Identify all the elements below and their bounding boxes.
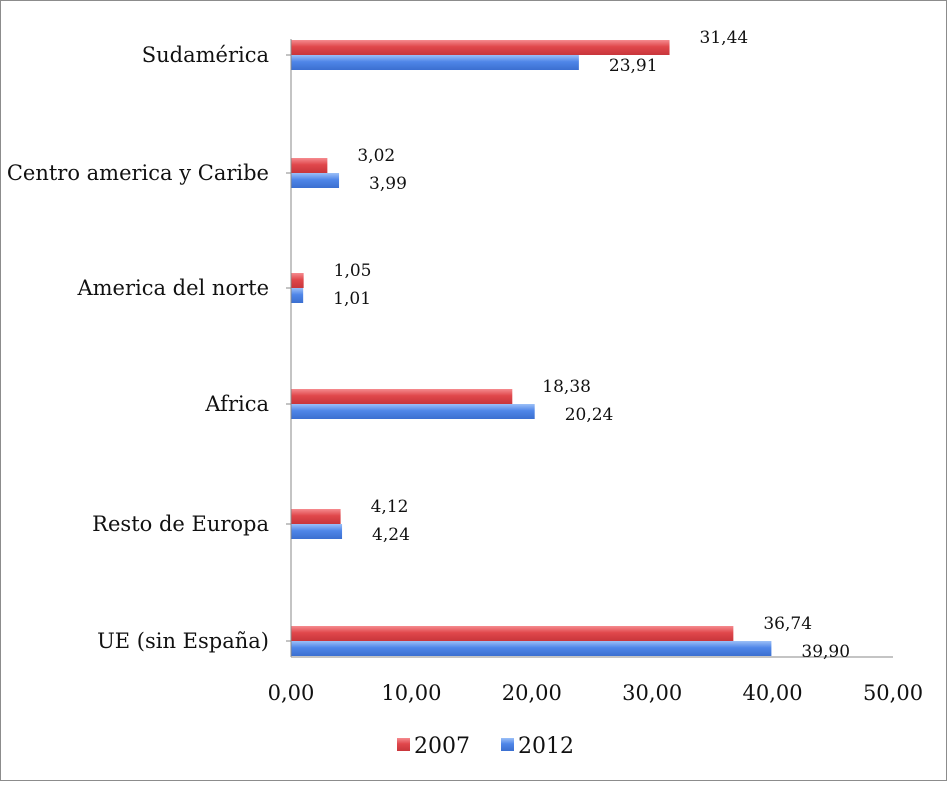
x-tick-label-5: 50,00	[863, 681, 923, 705]
category-label-1: Resto de Europa	[92, 512, 269, 536]
bar-2007-1	[291, 509, 341, 524]
bar-2007-0	[291, 626, 734, 641]
data-label-2007-0: 36,74	[763, 614, 812, 634]
data-label-2007-2: 18,38	[542, 377, 591, 397]
data-label-2012-4: 3,99	[369, 174, 407, 194]
category-label-3: America del norte	[76, 276, 269, 300]
x-tick-label-4: 40,00	[743, 681, 803, 705]
category-label-0: UE (sin España)	[97, 629, 269, 653]
bar-2007-2	[291, 389, 513, 404]
bar-2012-2	[291, 404, 535, 419]
data-label-2007-5: 31,44	[700, 28, 749, 48]
bar-2007-3	[291, 273, 304, 288]
bar-2012-3	[291, 288, 304, 303]
bar-2012-5	[291, 55, 579, 70]
data-label-2007-3: 1,05	[334, 261, 372, 281]
category-label-4: Centro america y Caribe	[7, 161, 269, 185]
labels-layer: 36,74 39,90 UE (sin España) 4,12 4,24 Resto d…	[7, 28, 923, 705]
data-label-2012-1: 4,24	[372, 525, 410, 545]
bar-2012-0	[291, 641, 772, 656]
axes-layer	[286, 39, 893, 658]
legend-swatch-2007	[397, 738, 410, 751]
data-label-2007-1: 4,12	[371, 497, 409, 517]
bar-2007-5	[291, 40, 670, 55]
data-label-2012-5: 23,91	[609, 56, 658, 76]
data-label-2012-3: 1,01	[333, 289, 371, 309]
x-tick-label-0: 0,00	[268, 681, 315, 705]
x-tick-label-1: 10,00	[381, 681, 441, 705]
x-tick-label-2: 20,00	[502, 681, 562, 705]
data-label-2007-4: 3,02	[357, 146, 395, 166]
legend: 2007 2012	[397, 734, 574, 759]
bars-layer	[291, 40, 772, 656]
data-label-2012-2: 20,24	[565, 405, 614, 425]
bar-2007-4	[291, 158, 328, 173]
x-tick-label-3: 30,00	[622, 681, 682, 705]
legend-label-2012: 2012	[518, 734, 574, 759]
data-label-2012-0: 39,90	[801, 642, 850, 662]
legend-swatch-2012	[501, 738, 514, 751]
bar-2012-4	[291, 173, 340, 188]
legend-label-2007: 2007	[414, 734, 470, 759]
category-label-5: Sudamérica	[142, 43, 269, 67]
category-label-2: Africa	[204, 392, 269, 416]
bar-2012-1	[291, 524, 343, 539]
